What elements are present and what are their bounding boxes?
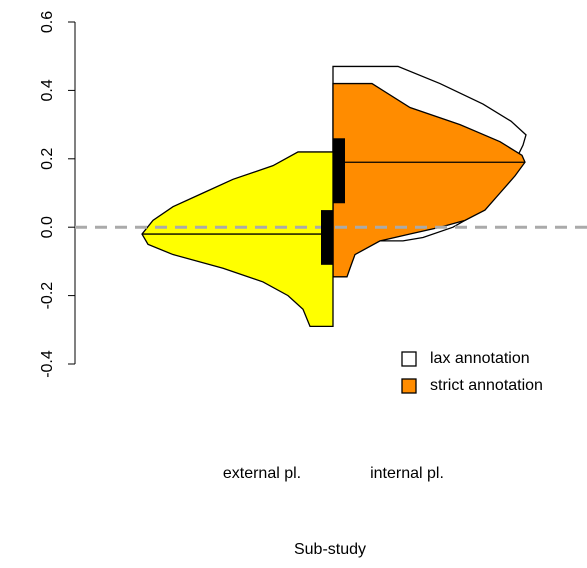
y-tick-label: 0.4: [39, 79, 56, 101]
legend-label: strict annotation: [430, 377, 543, 394]
quartile-box: [333, 138, 345, 204]
y-tick-label: 0.0: [39, 216, 56, 238]
y-tick-label: -0.4: [39, 350, 56, 378]
legend-swatch: [401, 378, 417, 394]
y-tick-label: 0.2: [39, 148, 56, 170]
legend-label: lax annotation: [430, 350, 530, 367]
x-axis-label: Sub-study: [294, 541, 366, 558]
violin: [141, 151, 334, 328]
legend-swatch: [401, 351, 417, 367]
x-tick-label: internal pl.: [370, 465, 444, 482]
x-tick-label: external pl.: [223, 465, 301, 482]
quartile-box: [321, 210, 333, 265]
y-tick-label: -0.2: [39, 282, 56, 310]
y-tick-label: 0.6: [39, 11, 56, 33]
